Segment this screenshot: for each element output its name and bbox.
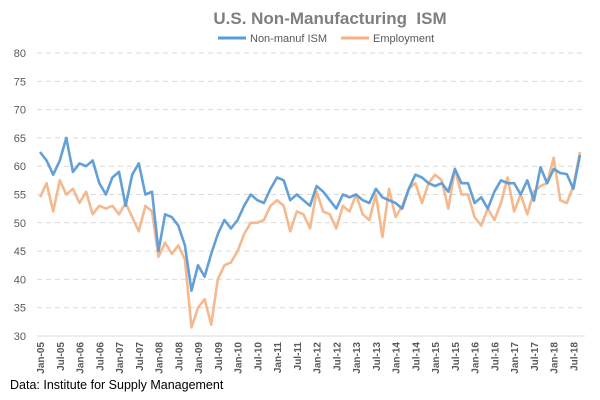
legend-label: Non-manuf ISM — [250, 33, 327, 45]
x-tick-label: Jul-14 — [411, 342, 422, 371]
x-tick-label: Jan-05 — [36, 342, 47, 374]
x-tick-label: Jan-11 — [273, 342, 284, 374]
y-tick-label: 75 — [14, 76, 26, 88]
y-tick-label: 40 — [14, 274, 26, 286]
x-tick-label: Jan-14 — [392, 342, 403, 374]
x-tick-label: Jul-09 — [214, 342, 225, 371]
x-tick-label: Jul-15 — [451, 342, 462, 371]
x-tick-label: Jul-11 — [293, 342, 304, 371]
x-tick-label: Jul-10 — [253, 342, 264, 371]
y-tick-label: 70 — [14, 105, 26, 117]
x-tick-label: Jan-12 — [313, 342, 324, 374]
y-tick-label: 50 — [14, 218, 26, 230]
x-tick-label: Jul-07 — [135, 342, 146, 371]
x-tick-label: Jul-16 — [490, 342, 501, 371]
y-tick-label: 30 — [14, 331, 26, 343]
x-tick-label: Jan-17 — [510, 342, 521, 374]
x-tick-label: Jul-13 — [372, 342, 383, 371]
legend: Non-manuf ISM Employment — [218, 33, 434, 45]
y-tick-label: 80 — [14, 48, 26, 60]
x-tick-label: Jul-06 — [95, 342, 106, 371]
series-lines — [38, 136, 582, 329]
x-tick-label: Jul-17 — [530, 342, 541, 371]
series-line-employment — [38, 151, 582, 329]
y-axis: 30 35 40 45 50 55 60 65 70 75 80 — [14, 48, 26, 343]
source-note: Data: Institute for Supply Management — [10, 378, 224, 392]
x-tick-label: Jan-18 — [550, 342, 561, 374]
x-axis: Jan-05 Jul-05 Jan-06 Jul-06 Jan-07 Jul-07 Jan-… — [36, 342, 580, 374]
x-tick-label: Jan-10 — [234, 342, 245, 374]
y-tick-label: 55 — [14, 190, 26, 202]
y-tick-label: 35 — [14, 303, 26, 315]
x-tick-label: Jul-08 — [174, 342, 185, 371]
x-tick-label: Jan-07 — [115, 342, 126, 374]
x-tick-label: Jan-13 — [352, 342, 363, 374]
x-tick-label: Jul-12 — [332, 342, 343, 371]
x-tick-label: Jan-15 — [431, 342, 442, 374]
y-tick-label: 60 — [14, 161, 26, 173]
x-tick-label: Jan-09 — [194, 342, 205, 374]
series-line-non-manuf-ism — [38, 136, 582, 293]
chart-title: U.S. Non-Manufacturing ISM — [213, 9, 446, 28]
x-tick-label: Jan-16 — [471, 342, 482, 374]
x-tick-label: Jul-05 — [56, 342, 67, 371]
legend-label: Employment — [373, 33, 434, 45]
x-tick-label: Jan-08 — [155, 342, 166, 374]
y-tick-label: 45 — [14, 246, 26, 258]
x-tick-label: Jul-18 — [569, 342, 580, 371]
x-tick-label: Jan-06 — [76, 342, 87, 374]
y-tick-label: 65 — [14, 133, 26, 145]
